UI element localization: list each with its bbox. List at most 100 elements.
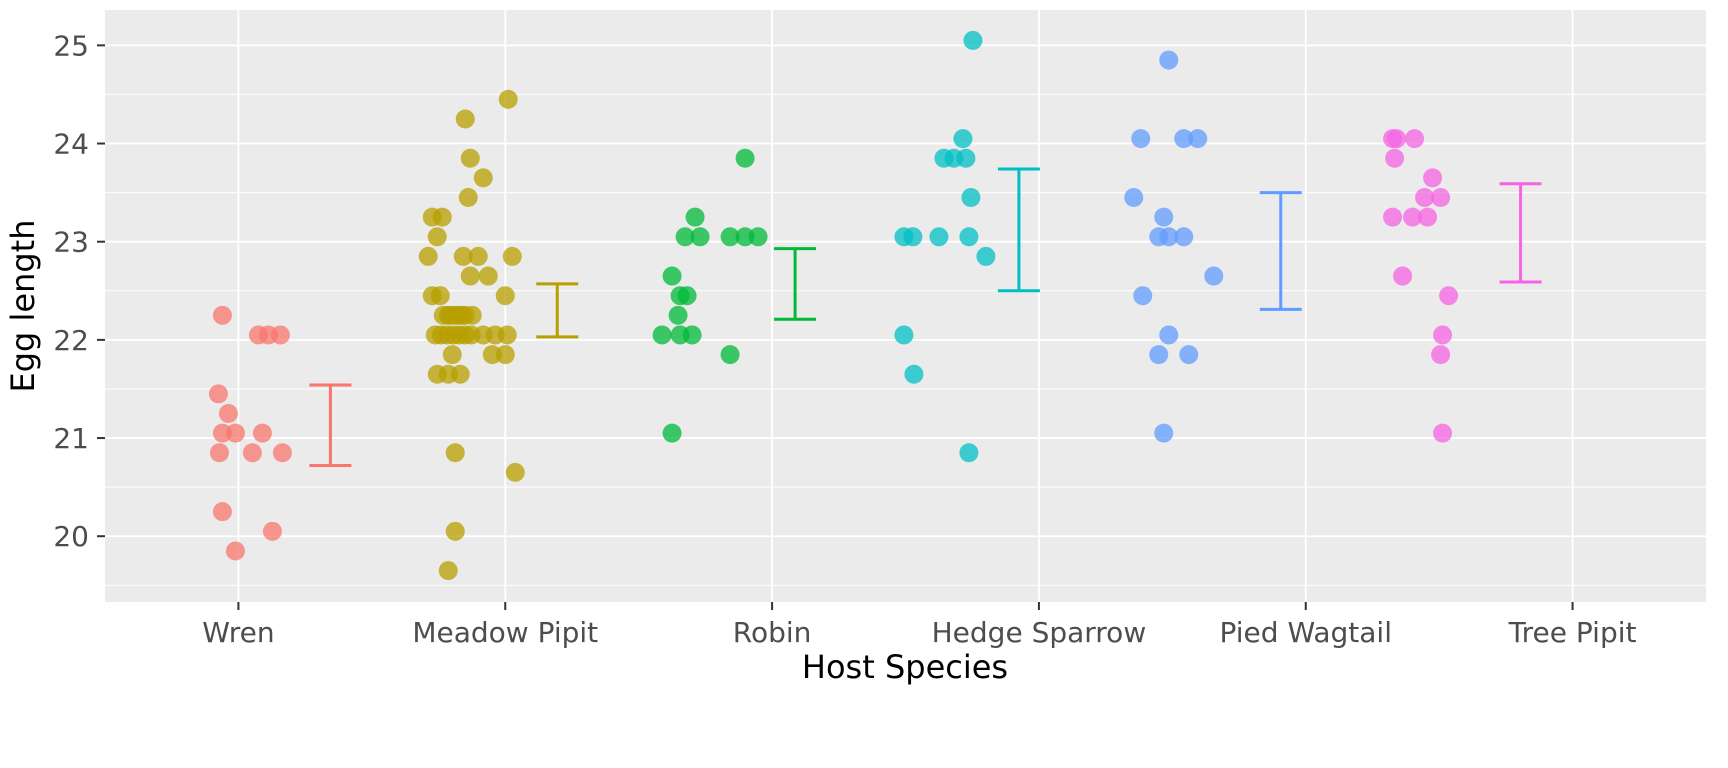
data-point bbox=[218, 404, 238, 424]
data-point bbox=[242, 443, 262, 463]
data-point bbox=[458, 188, 478, 208]
data-point bbox=[478, 266, 498, 286]
data-point bbox=[1433, 423, 1453, 443]
data-point bbox=[272, 443, 292, 463]
data-point bbox=[976, 246, 996, 266]
data-point bbox=[1179, 345, 1199, 365]
data-point bbox=[495, 286, 515, 306]
data-point bbox=[453, 246, 473, 266]
x-tick-label: Pied Wagtail bbox=[1220, 616, 1392, 649]
data-point bbox=[432, 207, 452, 227]
data-point bbox=[1133, 286, 1153, 306]
data-point bbox=[1403, 207, 1423, 227]
data-point bbox=[497, 325, 517, 345]
data-point bbox=[1393, 266, 1413, 286]
data-point bbox=[212, 502, 232, 522]
data-point bbox=[662, 423, 682, 443]
data-point bbox=[1131, 129, 1151, 149]
ci-errorbar bbox=[997, 167, 1040, 293]
plot-panel: 20 21 22 23 24 25 Wren Meadow Pipit Robin Hedge S… bbox=[53, 10, 1706, 649]
data-point bbox=[963, 30, 983, 50]
x-tick-label: Tree Pipit bbox=[1508, 616, 1637, 649]
series-hedge-sparrow bbox=[894, 30, 996, 463]
data-point bbox=[1433, 325, 1453, 345]
data-point bbox=[1431, 188, 1451, 208]
x-tick-label: Hedge Sparrow bbox=[932, 616, 1147, 649]
data-point bbox=[961, 188, 981, 208]
data-point bbox=[1415, 188, 1435, 208]
y-tick-label: 23 bbox=[53, 226, 89, 259]
y-axis-title: Egg length bbox=[4, 219, 42, 392]
series-wren bbox=[208, 305, 292, 561]
data-point bbox=[894, 325, 914, 345]
data-point bbox=[1204, 266, 1224, 286]
data-point bbox=[418, 246, 438, 266]
data-point bbox=[720, 227, 740, 247]
x-tick-label: Robin bbox=[733, 616, 812, 649]
ci-errorbar bbox=[309, 383, 352, 468]
data-point bbox=[1188, 129, 1208, 149]
data-point bbox=[720, 345, 740, 365]
data-point bbox=[1387, 129, 1407, 149]
y-tick-label: 20 bbox=[53, 520, 89, 553]
data-point bbox=[445, 443, 465, 463]
ci-errorbar bbox=[1259, 191, 1302, 311]
data-point bbox=[1159, 227, 1179, 247]
panel-background bbox=[105, 10, 1706, 602]
ci-errorbar bbox=[1499, 182, 1542, 284]
series-tree-pipit bbox=[1383, 129, 1459, 443]
data-point bbox=[455, 109, 475, 129]
data-point bbox=[460, 148, 480, 168]
data-point bbox=[212, 305, 232, 325]
data-point bbox=[452, 305, 472, 325]
data-point bbox=[455, 325, 475, 345]
data-point bbox=[904, 364, 924, 384]
data-point bbox=[468, 246, 488, 266]
data-point bbox=[1124, 188, 1144, 208]
data-point bbox=[505, 462, 525, 482]
data-point bbox=[225, 423, 245, 443]
data-point bbox=[959, 227, 979, 247]
data-point bbox=[270, 325, 290, 345]
data-point bbox=[1423, 168, 1443, 188]
data-point bbox=[690, 227, 710, 247]
data-point bbox=[735, 227, 755, 247]
data-point bbox=[1431, 345, 1451, 365]
data-point bbox=[442, 345, 462, 365]
data-point bbox=[225, 541, 245, 561]
data-point bbox=[1159, 325, 1179, 345]
data-point bbox=[662, 266, 682, 286]
data-point bbox=[495, 345, 515, 365]
data-point bbox=[652, 325, 672, 345]
data-point bbox=[1385, 148, 1405, 168]
series-pied-wagtail bbox=[1124, 50, 1224, 443]
data-point bbox=[1439, 286, 1459, 306]
data-point bbox=[1154, 423, 1174, 443]
data-point bbox=[685, 207, 705, 227]
data-point bbox=[460, 266, 480, 286]
data-point bbox=[482, 345, 502, 365]
data-point bbox=[262, 521, 282, 541]
data-point bbox=[212, 423, 232, 443]
data-point bbox=[953, 129, 973, 149]
x-tick-label: Wren bbox=[202, 616, 274, 649]
x-axis-title: Host Species bbox=[802, 648, 1008, 686]
data-point bbox=[748, 227, 768, 247]
data-point bbox=[1174, 227, 1194, 247]
y-tick-label: 21 bbox=[53, 422, 89, 455]
data-point bbox=[498, 89, 518, 109]
x-tick-label: Meadow Pipit bbox=[412, 616, 598, 649]
data-point bbox=[956, 148, 976, 168]
series-meadow-pipit bbox=[418, 89, 525, 581]
data-point bbox=[473, 168, 493, 188]
data-point bbox=[1154, 207, 1174, 227]
data-point bbox=[1149, 345, 1169, 365]
y-tick-label: 25 bbox=[53, 29, 89, 62]
data-point bbox=[445, 521, 465, 541]
data-point bbox=[682, 325, 702, 345]
data-point bbox=[959, 443, 979, 463]
data-point bbox=[1383, 207, 1403, 227]
data-point bbox=[677, 286, 697, 306]
